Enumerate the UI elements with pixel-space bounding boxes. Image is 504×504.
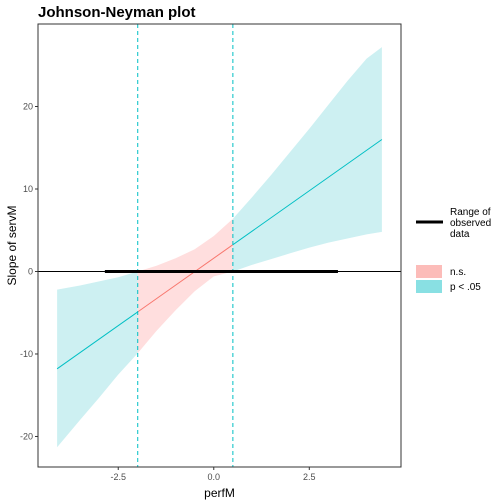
y-axis-title: Slope of servM xyxy=(5,205,19,285)
legend: Range of observed data n.s. p < .05 xyxy=(416,207,494,293)
y-tick-label: -20 xyxy=(20,431,33,441)
x-axis-title: perfM xyxy=(204,486,235,500)
y-tick-label: -10 xyxy=(20,349,33,359)
slope-line-layer xyxy=(56,139,383,370)
legend-ns-swatch xyxy=(416,265,442,278)
x-tick-label: 0.0 xyxy=(208,472,221,482)
legend-ns-label: n.s. xyxy=(450,267,466,278)
legend-range-label: Range of observed data xyxy=(450,207,494,240)
legend-sig-swatch xyxy=(416,280,442,293)
plot-panel-border xyxy=(37,23,402,468)
confidence-band-not-significant xyxy=(137,218,233,354)
confidence-band-layer xyxy=(57,47,382,448)
y-tick-label: 10 xyxy=(23,184,33,194)
x-tick-label: -2.5 xyxy=(110,472,126,482)
legend-range-label-line-3: data xyxy=(450,229,470,240)
y-tick-label: 20 xyxy=(23,101,33,111)
axes-layer: -2.5 0.0 2.5 -20 -10 0 10 20 xyxy=(20,101,316,482)
x-tick-label: 2.5 xyxy=(303,472,316,482)
legend-range-label-line-2: observed xyxy=(450,218,491,229)
legend-range-label-line-1: Range of xyxy=(450,207,491,218)
legend-sig-label: p < .05 xyxy=(450,282,481,293)
slope-line-not-significant xyxy=(137,244,233,313)
reference-layer xyxy=(38,24,401,467)
y-tick-label: 0 xyxy=(28,266,33,276)
chart-title: Johnson-Neyman plot xyxy=(38,4,196,21)
